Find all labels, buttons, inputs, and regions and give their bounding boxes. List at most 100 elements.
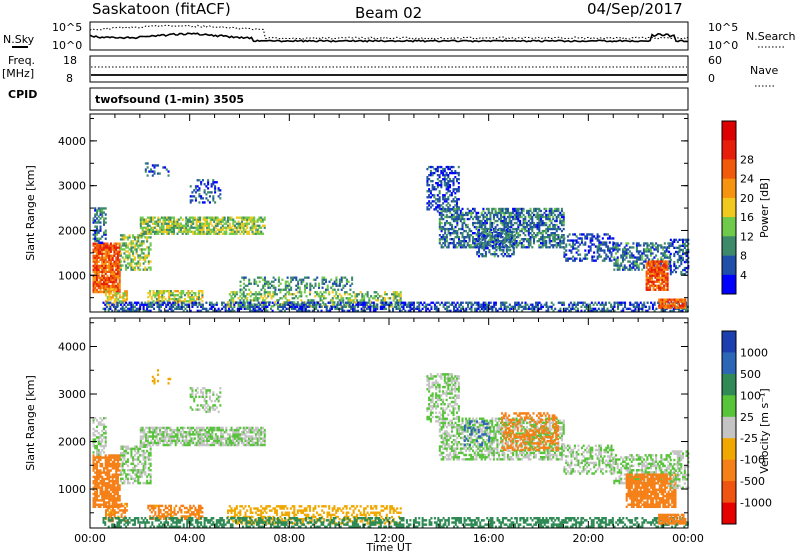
heatmap-cell (591, 235, 594, 238)
heatmap-cell (475, 307, 478, 311)
heatmap-cell (438, 206, 441, 209)
heatmap-cell (130, 248, 133, 251)
heatmap-cell (195, 232, 198, 235)
heatmap-cell (118, 258, 121, 261)
heatmap-cell (197, 232, 200, 235)
heatmap-cell (97, 270, 100, 274)
heatmap-cell (522, 307, 525, 311)
heatmap-cell (248, 222, 251, 225)
heatmap-cell (113, 278, 116, 282)
heatmap-cell (505, 219, 508, 223)
heatmap-cell (256, 230, 259, 233)
heatmap-cell (592, 307, 595, 311)
heatmap-cell (663, 270, 666, 273)
heatmap-cell (445, 178, 448, 181)
heatmap-cell (361, 297, 364, 300)
heatmap-cell (655, 248, 658, 251)
heatmap-cell (628, 246, 631, 249)
heatmap-cell (651, 307, 654, 311)
heatmap-cell (167, 232, 170, 235)
heatmap-cell (388, 303, 391, 306)
heatmap-cell (655, 246, 658, 249)
heatmap-cell (166, 224, 169, 227)
heatmap-cell (207, 183, 210, 186)
heatmap-cell (538, 215, 541, 219)
heatmap-cell (598, 247, 601, 250)
heatmap-cell (146, 228, 149, 231)
heatmap-cell (197, 296, 200, 299)
heatmap-cell (553, 236, 556, 239)
heatmap-cell (515, 217, 518, 221)
heatmap-cell (470, 215, 473, 219)
heatmap-cell (206, 232, 209, 235)
heatmap-cell (92, 486, 95, 489)
heatmap-cell (319, 299, 322, 302)
heatmap-cell (220, 222, 223, 225)
heatmap-cell (442, 303, 445, 306)
heatmap-cell (152, 292, 155, 295)
heatmap-cell (101, 278, 104, 282)
heatmap-cell (103, 219, 106, 222)
heatmap-cell (436, 184, 439, 187)
heatmap-cell (190, 300, 193, 303)
heatmap-cell (291, 276, 294, 279)
heatmap-cell (248, 232, 251, 235)
heatmap-cell (465, 301, 468, 304)
cpid-value: twofsound (1-min) 3505 (95, 93, 244, 106)
heatmap-cell (613, 264, 616, 267)
heatmap-cell (187, 294, 190, 297)
heatmap-cell (171, 226, 174, 229)
heatmap-cell (118, 266, 121, 270)
heatmap-cell (449, 232, 452, 235)
heatmap-cell (109, 244, 112, 247)
heatmap-cell (467, 301, 470, 304)
heatmap-cell (99, 280, 102, 284)
heatmap-cell (482, 215, 485, 219)
heatmap-cell (600, 247, 603, 250)
heatmap-cell (369, 309, 372, 313)
heatmap-cell (436, 165, 439, 169)
heatmap-cell (491, 207, 494, 211)
heatmap-cell (119, 260, 122, 263)
heatmap-cell (183, 300, 186, 303)
heatmap-cell (652, 270, 655, 273)
heatmap-cell (661, 282, 664, 285)
heatmap-cell (214, 218, 217, 221)
heatmap-cell (213, 232, 216, 235)
heatmap-cell (119, 303, 122, 306)
heatmap-cell (559, 213, 562, 217)
heatmap-cell (94, 213, 97, 216)
heatmap-cell (399, 293, 402, 296)
heatmap-cell (683, 246, 686, 250)
heatmap-cell (173, 222, 176, 225)
heatmap-cell (497, 232, 500, 236)
heatmap-cell (108, 264, 111, 268)
heatmap-cell (508, 213, 511, 217)
heatmap-cell (263, 276, 266, 279)
heatmap-cell (380, 295, 383, 298)
heatmap-cell (153, 230, 156, 233)
freq-label: Freq. (8, 54, 35, 67)
heatmap-cell (168, 292, 171, 295)
heatmap-cell (163, 301, 166, 304)
heatmap-cell (242, 293, 245, 296)
heatmap-cell (311, 284, 314, 287)
heatmap-cell (622, 248, 625, 251)
heatmap-cell (142, 262, 145, 265)
heatmap-cell (473, 232, 476, 235)
heatmap-cell (678, 248, 681, 252)
heatmap-cell (560, 213, 563, 217)
heatmap-cell (664, 272, 667, 275)
heatmap-cell (447, 206, 450, 209)
power-frame (89, 113, 689, 313)
heatmap-cell (429, 190, 432, 193)
heatmap-cell (641, 309, 644, 313)
heatmap-cell (181, 224, 184, 227)
heatmap-cell (175, 298, 178, 301)
heatmap-cell (491, 240, 494, 244)
heatmap-cell (630, 309, 633, 313)
heatmap-cell (436, 169, 439, 173)
heatmap-cell (173, 232, 176, 235)
heatmap-cell (461, 236, 464, 239)
heatmap-cell (366, 295, 369, 298)
